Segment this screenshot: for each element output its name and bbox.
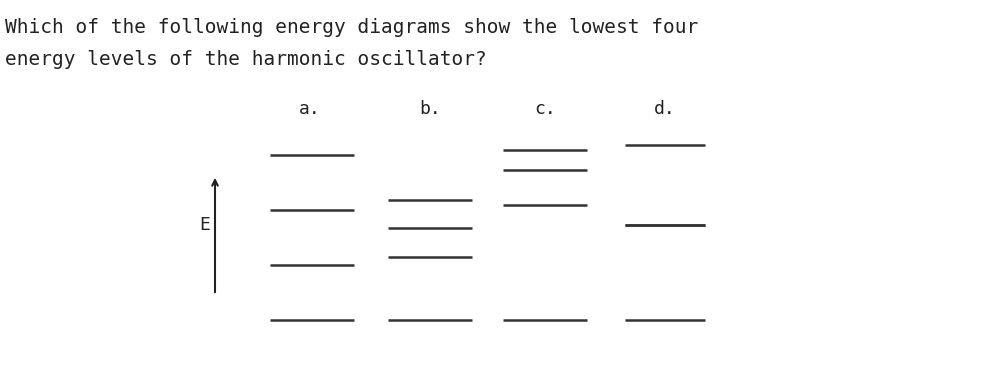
Text: b.: b. bbox=[419, 100, 441, 118]
Text: Which of the following energy diagrams show the lowest four: Which of the following energy diagrams s… bbox=[5, 18, 699, 37]
Text: d.: d. bbox=[654, 100, 676, 118]
Text: a.: a. bbox=[299, 100, 321, 118]
Text: E: E bbox=[200, 216, 211, 234]
Text: energy levels of the harmonic oscillator?: energy levels of the harmonic oscillator… bbox=[5, 50, 487, 69]
Text: c.: c. bbox=[534, 100, 556, 118]
